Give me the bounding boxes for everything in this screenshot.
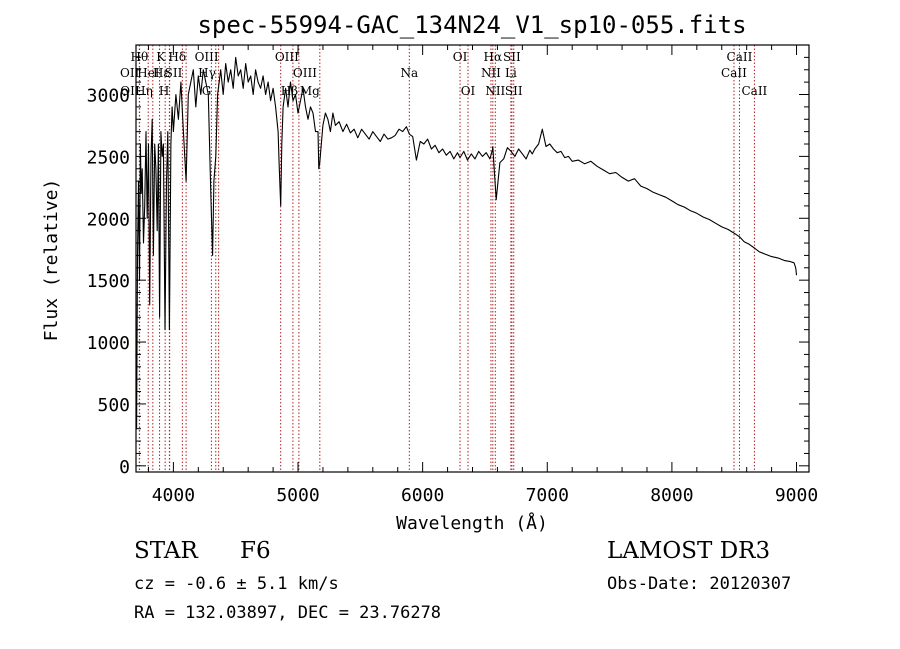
y-tick-label: 2500: [87, 147, 130, 168]
line-marker-label: Hα: [484, 50, 503, 64]
line-marker-label: SII: [165, 66, 183, 80]
line-marker-label: H: [159, 84, 169, 98]
chart-title: spec-55994-GAC_134N24_V1_sp10-055.fits: [197, 11, 746, 39]
line-marker-label: G: [202, 84, 212, 98]
line-markers: [138, 45, 755, 472]
x-tick-label: 4000: [152, 485, 195, 506]
line-marker-label: Na: [400, 66, 418, 80]
line-marker-label: OI: [461, 84, 476, 98]
y-tick-label: 500: [97, 395, 130, 416]
line-marker-label: SII: [505, 84, 523, 98]
x-axis: 4000 5000 6000 7000 8000 9000: [147, 45, 818, 506]
line-marker-label: OI: [453, 50, 468, 64]
object-subclass: F6: [240, 538, 271, 564]
x-tick-label: 5000: [276, 485, 319, 506]
line-marker-label: CaII: [741, 84, 767, 98]
x-axis-label: Wavelength (Å): [396, 512, 548, 534]
x-tick-label: 6000: [401, 485, 444, 506]
line-marker-label: Hε: [153, 66, 170, 80]
redshift-readout: cz = -0.6 ± 5.1 km/s: [134, 574, 339, 594]
line-marker-label: Hδ: [168, 50, 186, 64]
line-marker-label: Mg: [300, 84, 320, 98]
line-marker-label: OIII: [275, 50, 299, 64]
y-tick-label: 1000: [87, 333, 130, 354]
spectrum-line: [135, 56, 798, 430]
object-class: STAR: [134, 538, 198, 564]
y-axis: 0 500 1000 1500 2000 2500 3000: [87, 56, 809, 478]
line-marker-label: Li: [505, 66, 517, 80]
survey-name: LAMOST DR3: [607, 538, 771, 564]
x-tick-label: 7000: [526, 485, 569, 506]
y-axis-label: Flux (relative): [41, 179, 62, 342]
y-tick-label: 3000: [87, 86, 130, 107]
obs-date-readout: Obs-Date: 20120307: [607, 574, 792, 594]
line-marker-label: Hη: [135, 84, 153, 98]
line-marker-label: OII: [120, 84, 140, 98]
line-marker-label: HeI: [137, 66, 160, 80]
x-tick-label: 9000: [775, 485, 818, 506]
line-marker-label: K: [156, 50, 166, 64]
y-tick-label: 2000: [87, 209, 130, 230]
y-tick-label: 0: [119, 457, 130, 478]
line-marker-label: Hγ: [198, 66, 216, 80]
x-tick-label: 8000: [650, 485, 693, 506]
line-marker-label: OII: [120, 66, 140, 80]
line-marker-label: NII: [485, 84, 505, 98]
coordinates-readout: RA = 132.03897, DEC = 23.76278: [134, 603, 442, 623]
line-marker-label: CaII: [721, 66, 747, 80]
line-marker-label: OIII: [293, 66, 317, 80]
line-marker-label: OIII: [195, 50, 219, 64]
line-marker-label: NII: [481, 66, 501, 80]
line-marker-label: SII: [503, 50, 521, 64]
y-tick-label: 1500: [87, 271, 130, 292]
line-marker-label: CaII: [727, 50, 753, 64]
